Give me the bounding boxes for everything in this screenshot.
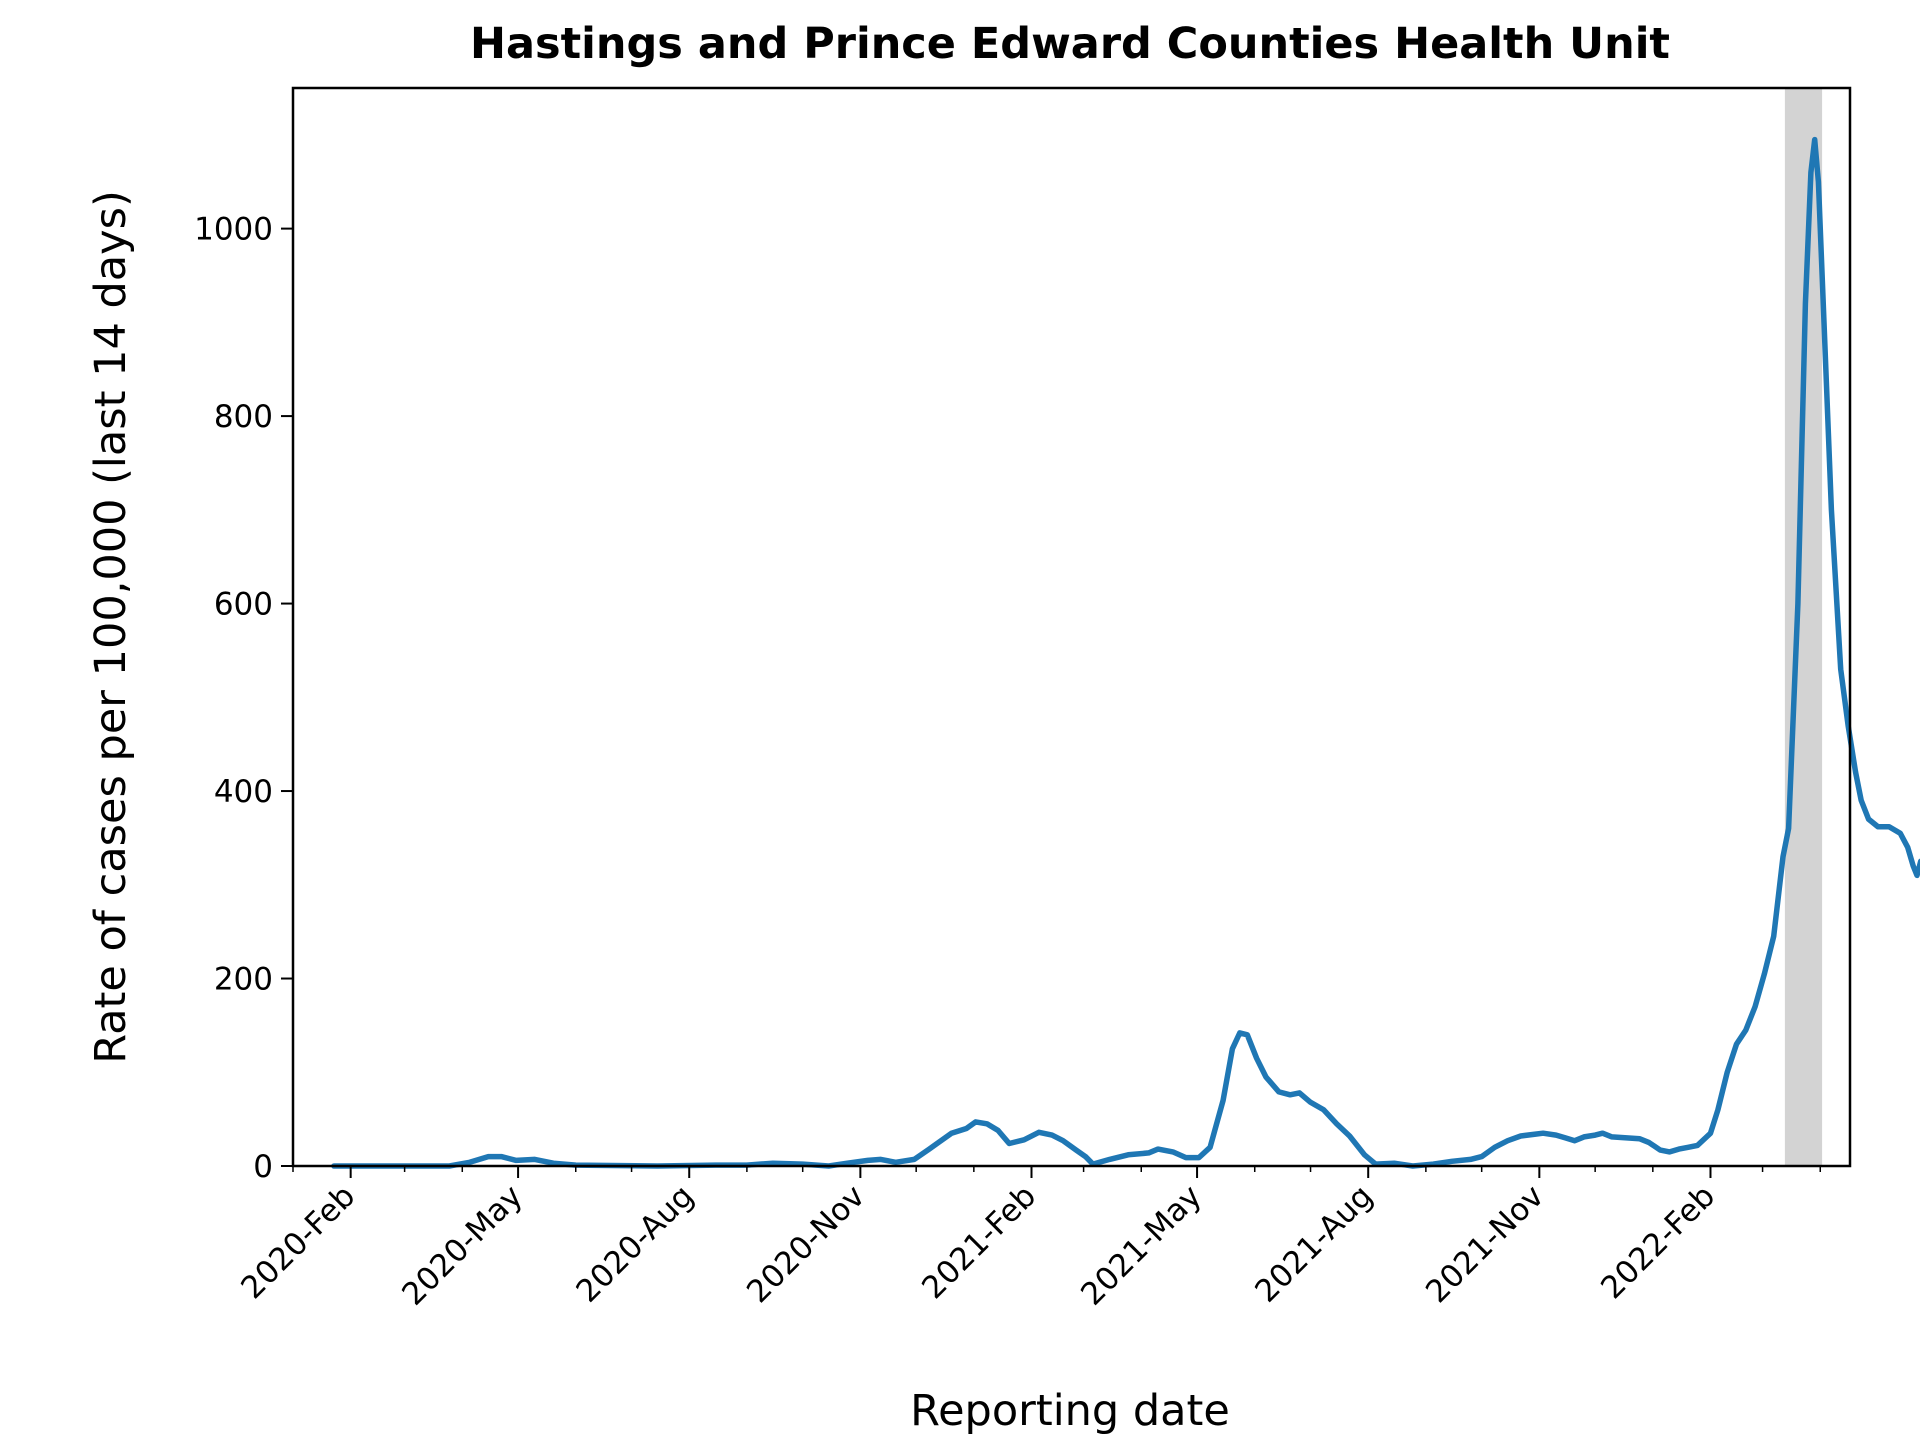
x-tick-label-0: 2020-Feb bbox=[234, 1178, 362, 1306]
y-tick-label-5: 1000 bbox=[194, 212, 273, 248]
shaded-region bbox=[1784, 88, 1823, 1166]
y-tick-label-3: 600 bbox=[214, 587, 273, 623]
x-tick-label-1: 2020-May bbox=[395, 1178, 529, 1312]
x-axis: 2020-Feb 2020-May 2020-Aug 2020-Nov 2021-Feb… bbox=[234, 1166, 1821, 1313]
x-tick-label-4: 2021-Feb bbox=[915, 1178, 1043, 1306]
x-axis-label: Reporting date bbox=[910, 1386, 1230, 1436]
x-tick-label-6: 2021-Aug bbox=[1248, 1178, 1379, 1309]
y-tick-label-1: 200 bbox=[214, 962, 273, 998]
x-tick-label-2: 2020-Aug bbox=[569, 1178, 700, 1309]
x-tick-label-7: 2021-Nov bbox=[1419, 1178, 1551, 1310]
y-axis: 0 200 400 600 800 1000 bbox=[194, 212, 293, 1185]
x-tick-label-5: 2021-May bbox=[1074, 1178, 1208, 1312]
chart-title: Hastings and Prince Edward Counties Heal… bbox=[470, 19, 1670, 69]
y-axis-label: Rate of cases per 100,000 (last 14 days) bbox=[86, 190, 136, 1064]
series-line-0 bbox=[331, 136, 1920, 1169]
x-tick-label-8: 2022-Feb bbox=[1594, 1178, 1722, 1306]
y-tick-label-2: 400 bbox=[214, 774, 273, 810]
y-tick-label-0: 0 bbox=[253, 1149, 273, 1185]
plot-frame bbox=[291, 86, 1852, 1168]
x-tick-label-3: 2020-Nov bbox=[740, 1178, 872, 1310]
plot-area bbox=[331, 136, 1920, 1169]
y-tick-label-4: 800 bbox=[214, 399, 273, 435]
